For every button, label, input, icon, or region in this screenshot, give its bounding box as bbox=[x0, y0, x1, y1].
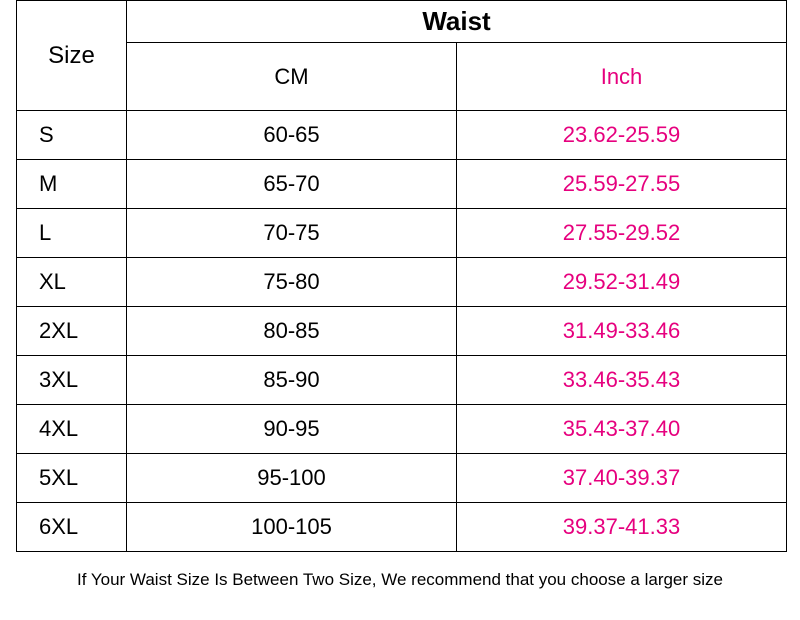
table-row: M 65-70 25.59-27.55 bbox=[17, 160, 787, 209]
inch-cell: 25.59-27.55 bbox=[457, 160, 787, 209]
size-cell: 3XL bbox=[17, 356, 127, 405]
size-header: Size bbox=[17, 1, 127, 111]
cm-cell: 85-90 bbox=[127, 356, 457, 405]
table-row: XL 75-80 29.52-31.49 bbox=[17, 258, 787, 307]
size-cell: L bbox=[17, 209, 127, 258]
footer-note: If Your Waist Size Is Between Two Size, … bbox=[16, 552, 784, 590]
size-cell: XL bbox=[17, 258, 127, 307]
size-cell: 5XL bbox=[17, 454, 127, 503]
inch-cell: 37.40-39.37 bbox=[457, 454, 787, 503]
cm-cell: 90-95 bbox=[127, 405, 457, 454]
size-cell: 2XL bbox=[17, 307, 127, 356]
size-cell: M bbox=[17, 160, 127, 209]
cm-cell: 80-85 bbox=[127, 307, 457, 356]
size-cell: S bbox=[17, 111, 127, 160]
waist-header: Waist bbox=[127, 1, 787, 43]
inch-cell: 23.62-25.59 bbox=[457, 111, 787, 160]
cm-cell: 100-105 bbox=[127, 503, 457, 552]
table-row: 4XL 90-95 35.43-37.40 bbox=[17, 405, 787, 454]
cm-header: CM bbox=[127, 43, 457, 111]
inch-cell: 33.46-35.43 bbox=[457, 356, 787, 405]
cm-cell: 75-80 bbox=[127, 258, 457, 307]
table-row: 6XL 100-105 39.37-41.33 bbox=[17, 503, 787, 552]
cm-cell: 60-65 bbox=[127, 111, 457, 160]
cm-cell: 65-70 bbox=[127, 160, 457, 209]
size-cell: 6XL bbox=[17, 503, 127, 552]
size-chart-container: Size Waist CM Inch S 60-65 23.62-25.59 M… bbox=[0, 0, 800, 590]
header-row-2: CM Inch bbox=[17, 43, 787, 111]
inch-cell: 39.37-41.33 bbox=[457, 503, 787, 552]
cm-cell: 70-75 bbox=[127, 209, 457, 258]
inch-cell: 29.52-31.49 bbox=[457, 258, 787, 307]
inch-cell: 27.55-29.52 bbox=[457, 209, 787, 258]
table-row: 5XL 95-100 37.40-39.37 bbox=[17, 454, 787, 503]
inch-cell: 31.49-33.46 bbox=[457, 307, 787, 356]
inch-header: Inch bbox=[457, 43, 787, 111]
table-row: S 60-65 23.62-25.59 bbox=[17, 111, 787, 160]
size-chart-table: Size Waist CM Inch S 60-65 23.62-25.59 M… bbox=[16, 0, 787, 552]
table-row: 3XL 85-90 33.46-35.43 bbox=[17, 356, 787, 405]
table-row: 2XL 80-85 31.49-33.46 bbox=[17, 307, 787, 356]
header-row-1: Size Waist bbox=[17, 1, 787, 43]
inch-cell: 35.43-37.40 bbox=[457, 405, 787, 454]
cm-cell: 95-100 bbox=[127, 454, 457, 503]
size-cell: 4XL bbox=[17, 405, 127, 454]
table-row: L 70-75 27.55-29.52 bbox=[17, 209, 787, 258]
